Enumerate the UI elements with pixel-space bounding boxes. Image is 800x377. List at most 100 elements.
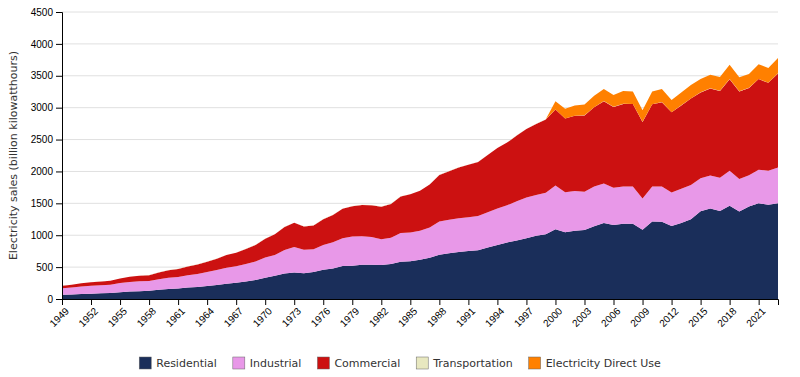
legend-item: Residential [139,357,217,370]
y-axis-title: Electricity sales (billion kilowatthours… [7,51,20,260]
x-tick-mark [468,299,469,305]
x-tick-label: 1964 [193,305,217,329]
x-tick-label: 1988 [425,305,449,329]
x-tick-label: 2015 [686,305,710,329]
x-tick: 2003 [570,299,594,329]
x-tick: 2000 [541,299,565,329]
y-tick-mark [56,44,62,45]
x-tick: 1976 [309,299,333,329]
y-tick: 1500 [31,198,62,209]
y-tick-mark [56,12,62,13]
x-tick: 1991 [454,299,478,329]
x-tick-label: 2000 [541,305,565,329]
legend: Residential Industrial Commercial Transport… [139,357,661,370]
x-tick-mark [555,299,556,305]
y-axis-line [56,13,63,300]
x-tick-label: 1991 [454,305,478,329]
x-tick: 1994 [483,299,507,329]
x-tick-mark [265,299,266,305]
y-tick-mark [56,235,62,236]
y-tick-mark [56,203,62,204]
x-tick-label: 1955 [106,305,130,329]
x-axis: 1949195219551958196119641967197019731976… [47,299,778,329]
x-tick-label: 1967 [222,305,246,329]
x-tick-label: 1994 [483,305,507,329]
y-tick-mark [56,171,62,172]
x-tick-mark [584,299,585,305]
x-tick-label: 1970 [251,305,275,329]
legend-label: Industrial [250,357,302,370]
y-tick-mark [56,140,62,141]
legend-swatch [317,357,329,369]
x-tick: 1973 [280,299,304,329]
x-tick: 1952 [77,299,101,329]
x-tick-mark [410,299,411,305]
grid-line [62,12,778,13]
grid-line [62,75,778,76]
x-tick: 2021 [744,299,768,329]
x-tick-label: 1949 [47,305,71,329]
y-axis: 050010001500200025003000350040004500 [31,7,63,305]
x-tick-mark [62,299,63,305]
x-tick-label: 1973 [280,305,304,329]
x-tick: 1949 [47,299,71,329]
x-tick-mark [381,299,382,305]
y-tick-mark [56,267,62,268]
legend-label: Electricity Direct Use [546,357,661,370]
x-tick: 1958 [135,299,159,329]
x-tick-mark [149,299,150,305]
y-tick-label: 0 [47,294,53,305]
legend-swatch [529,357,541,369]
x-tick-mark [352,299,353,305]
legend-swatch [233,357,245,369]
x-tick-mark [701,299,702,305]
y-tick-mark [56,76,62,77]
y-tick: 2500 [31,134,62,145]
plot: 0500100015002000250030003500400045001949… [31,7,779,329]
y-tick-label: 500 [36,262,53,273]
y-tick: 0 [47,294,62,305]
x-tick: 2009 [628,299,652,329]
x-tick: 1997 [512,299,536,329]
y-tick-label: 3500 [31,70,54,81]
y-tick-label: 2000 [31,166,54,177]
legend-item: Transportation [416,357,512,370]
x-tick-mark [120,299,121,305]
x-tick-label: 2003 [570,305,594,329]
x-tick-mark [178,299,179,305]
y-tick-label: 4000 [31,39,54,50]
x-tick: 1988 [425,299,449,329]
legend-swatch [139,357,151,369]
legend-item: Commercial [317,357,400,370]
x-tick-label: 1952 [77,305,101,329]
y-tick-label: 2500 [31,134,54,145]
x-tick-mark [526,299,527,305]
y-tick: 3000 [31,102,62,113]
x-tick-label: 2021 [744,305,768,329]
x-tick: 1970 [251,299,275,329]
y-tick: 1000 [31,230,62,241]
legend-item: Industrial [233,357,302,370]
y-tick-mark [56,299,62,300]
legend-label: Transportation [432,357,512,370]
x-tick: 2015 [686,299,710,329]
x-tick-mark [614,299,615,305]
y-tick-mark [56,108,62,109]
x-tick-mark [236,299,237,305]
x-tick: 2006 [599,299,623,329]
chart: 0500100015002000250030003500400045001949… [0,0,800,377]
grid [62,12,778,299]
x-tick: 1982 [367,299,391,329]
grid-line [62,43,778,44]
y-tick-label: 3000 [31,102,54,113]
x-tick: 2018 [715,299,739,329]
x-tick-mark [91,299,92,305]
x-tick: 1979 [338,299,362,329]
y-tick-label: 1000 [31,230,54,241]
x-tick-label: 2018 [715,305,739,329]
x-tick-mark [643,299,644,305]
legend-item: Electricity Direct Use [529,357,661,370]
x-tick: 1955 [106,299,130,329]
y-tick: 3500 [31,70,62,81]
x-tick-label: 1997 [512,305,536,329]
